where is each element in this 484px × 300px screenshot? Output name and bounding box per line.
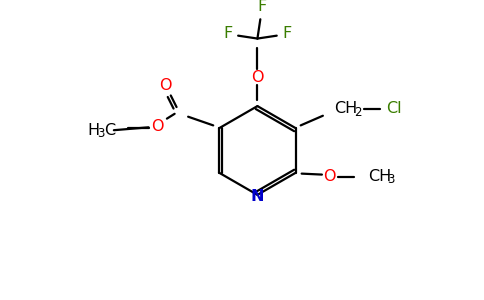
Text: 3: 3 — [388, 173, 395, 186]
Text: N: N — [251, 189, 264, 204]
Text: Cl: Cl — [387, 101, 402, 116]
Text: F: F — [223, 26, 232, 41]
Text: F: F — [257, 0, 267, 14]
Text: 3: 3 — [97, 127, 105, 140]
Text: O: O — [323, 169, 336, 184]
Text: F: F — [283, 26, 292, 41]
Text: CH: CH — [334, 101, 358, 116]
Text: H: H — [88, 123, 100, 138]
Text: O: O — [251, 70, 264, 85]
Text: O: O — [151, 119, 164, 134]
Text: O: O — [159, 78, 171, 93]
Text: CH: CH — [368, 169, 392, 184]
Text: C: C — [104, 123, 115, 138]
Text: 2: 2 — [354, 106, 361, 119]
